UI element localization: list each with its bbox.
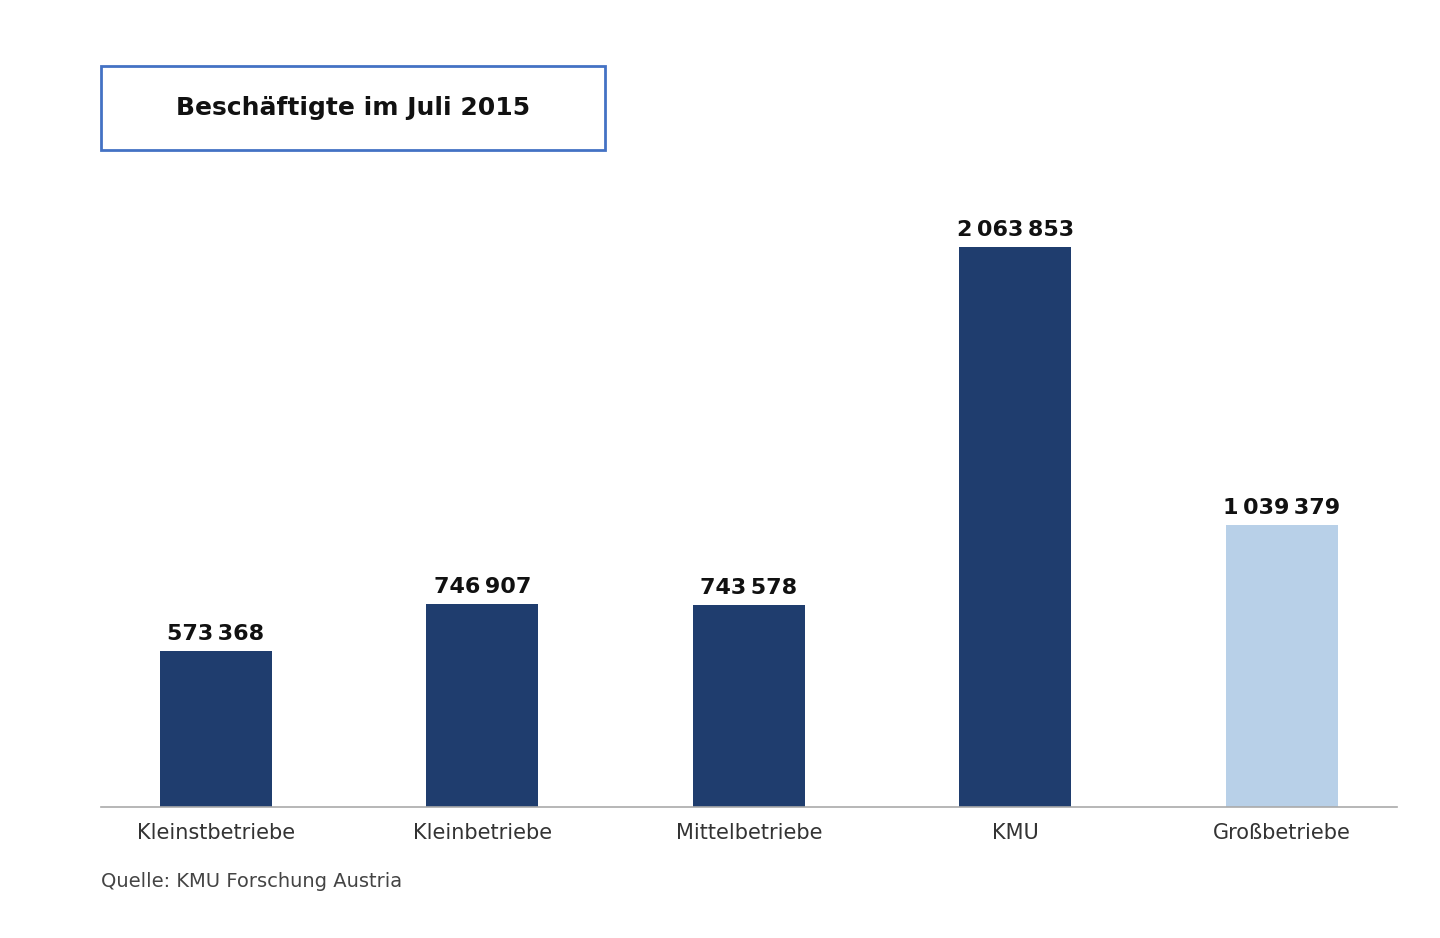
Text: 746 907: 746 907 (433, 577, 531, 598)
Text: 1 039 379: 1 039 379 (1224, 498, 1341, 518)
Bar (426, 604, 539, 807)
Bar (1225, 524, 1338, 807)
Text: 2 063 853: 2 063 853 (956, 219, 1074, 240)
Bar (160, 651, 272, 807)
Text: Beschäftigte im Juli 2015: Beschäftigte im Juli 2015 (176, 96, 530, 120)
Text: Quelle: KMU Forschung Austria: Quelle: KMU Forschung Austria (101, 872, 402, 891)
FancyBboxPatch shape (101, 66, 605, 150)
Text: 743 578: 743 578 (700, 578, 798, 598)
Bar (693, 605, 805, 807)
Text: 573 368: 573 368 (167, 625, 265, 644)
Bar (959, 247, 1071, 807)
